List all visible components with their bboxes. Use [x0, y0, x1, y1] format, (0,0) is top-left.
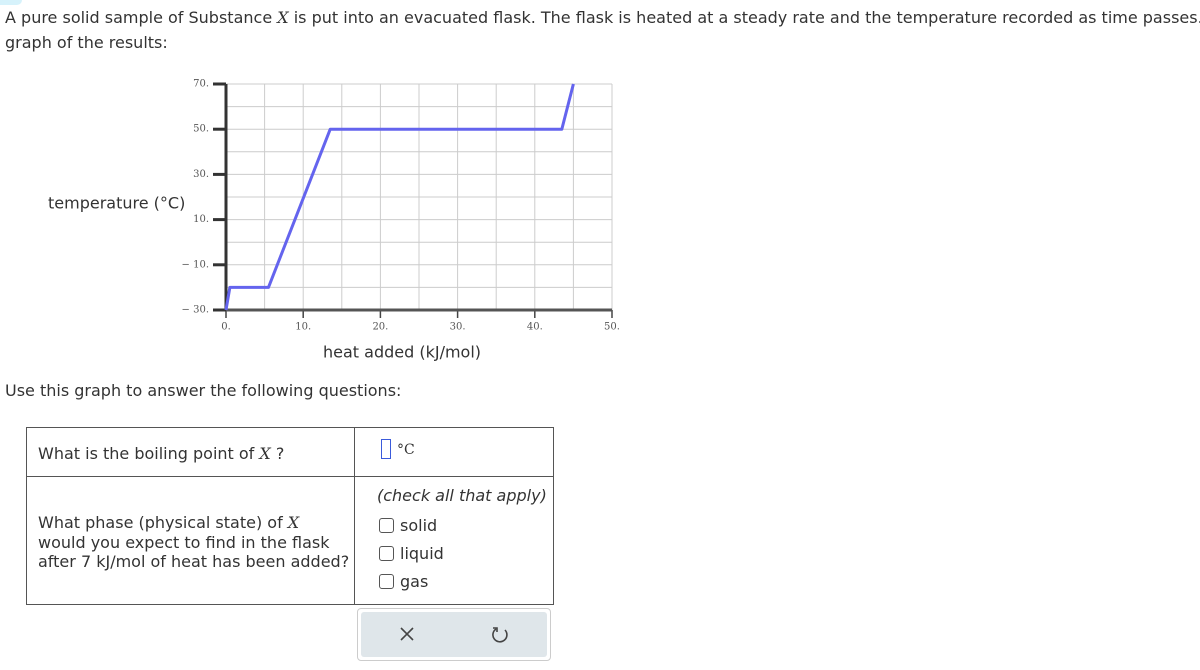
q-text: What phase (physical state) of: [38, 513, 288, 532]
checkbox[interactable]: [379, 517, 394, 533]
x-tick-label: 10.: [295, 322, 311, 333]
q-var: X: [259, 444, 271, 463]
answer-cell: °C: [354, 427, 554, 477]
intro-text: A pure solid sample of Substance: [5, 8, 278, 27]
q-text: ?: [270, 444, 285, 463]
chart: temperature (°C) heat added (kJ/mol) 0. 1…: [48, 79, 620, 362]
q-var: X: [287, 513, 300, 532]
hint: (check all that apply): [377, 486, 547, 505]
options: solid liquid gas: [379, 511, 444, 595]
clear-button[interactable]: [399, 626, 415, 642]
question-cell: What is the boiling point of X ?: [26, 427, 355, 477]
checkbox[interactable]: [379, 573, 394, 589]
x-tick-label: 0.: [221, 322, 231, 333]
option-label: solid: [400, 515, 438, 535]
answer-input[interactable]: [381, 439, 391, 459]
x-tick-label: 30.: [450, 322, 466, 333]
y-axis-label: temperature (°C): [48, 194, 185, 213]
intro-line-1: A pure solid sample of Substance X is pu…: [5, 8, 1200, 27]
y-tick-label: − 30.: [182, 305, 209, 316]
intro-line-2: graph of the results:: [5, 33, 168, 52]
option[interactable]: solid: [379, 511, 444, 539]
x-tick-label: 50.: [604, 322, 620, 333]
option[interactable]: liquid: [379, 539, 444, 567]
x-tick-label: 40.: [527, 322, 543, 333]
q-text: would you expect to find in the flask af…: [38, 532, 350, 572]
y-tick-label: 30.: [193, 169, 209, 180]
question-cell: What phase (physical state) of X would y…: [26, 476, 355, 605]
intro-var: X: [277, 8, 289, 27]
question-2: What phase (physical state) of X would y…: [38, 513, 350, 572]
data-line: [224, 83, 575, 311]
y-tick-label: 70.: [193, 79, 209, 90]
action-panel: [357, 608, 551, 661]
y-tick-label: 50.: [193, 124, 209, 135]
button-bar: [361, 612, 547, 657]
x-axis-label: heat added (kJ/mol): [323, 343, 481, 362]
question-1: What is the boiling point of X ?: [38, 444, 284, 463]
intro-text: is put into an evacuated flask. The flas…: [288, 8, 1200, 27]
y-tick-label: 10.: [193, 214, 209, 225]
y-tick-label: − 10.: [182, 259, 209, 270]
option[interactable]: gas: [379, 567, 444, 595]
answer-cell: (check all that apply) solid liquid gas: [354, 476, 554, 605]
prompt: Use this graph to answer the following q…: [5, 381, 402, 400]
checkbox[interactable]: [379, 545, 394, 561]
unit: °C: [397, 442, 415, 458]
x-tick-label: 20.: [372, 322, 388, 333]
corner-tab: [0, 0, 22, 5]
q-text: What is the boiling point of: [38, 444, 260, 463]
option-label: gas: [400, 571, 429, 591]
undo-button[interactable]: [491, 625, 509, 643]
option-label: liquid: [400, 543, 444, 563]
